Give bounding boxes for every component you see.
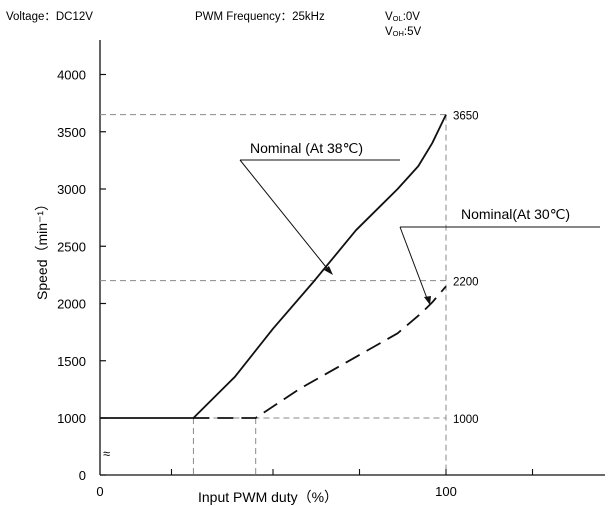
reference-lines <box>100 114 447 475</box>
series-line-30c <box>193 285 447 419</box>
series-layer <box>100 114 447 419</box>
y-tick-label: 0 <box>79 468 86 483</box>
edge-labels: 3650 2200 1000 <box>453 111 479 426</box>
annotation-30c-arrowhead <box>424 296 431 305</box>
y-tick-label: 4000 <box>57 68 86 83</box>
axis-break-symbol: ≈ <box>103 446 110 461</box>
y-axis-label: Speed（min⁻¹） <box>34 197 50 300</box>
annotation-38c-label: Nominal (At 38℃) <box>250 140 363 156</box>
voltage-label: Voltage：DC12V <box>6 11 93 23</box>
y-tick-label: 2500 <box>57 239 86 254</box>
annotation-30c-leader <box>399 226 429 302</box>
vol-label: VOL:0V <box>385 11 420 23</box>
series-line-38c <box>100 114 447 419</box>
annotation-38c-leader <box>239 159 331 273</box>
edge-label-1000: 1000 <box>453 414 479 426</box>
voh-label: VOH:5V <box>385 26 422 38</box>
y-tick-label: 2000 <box>57 297 86 312</box>
edge-label-2200: 2200 <box>453 277 479 289</box>
y-tick-label: 1000 <box>57 411 86 426</box>
x-ticks: 0 100 <box>96 469 534 499</box>
x-axis-label: Input PWM duty（%） <box>198 489 338 505</box>
pwm-frequency-label: PWM Frequency：25kHz <box>195 11 325 23</box>
x-tick-label: 0 <box>96 484 103 499</box>
annotation-30c: Nominal(At 30℃) <box>399 206 600 305</box>
y-ticks: 0 1000 1500 2000 2500 3000 3500 4000 <box>57 68 106 483</box>
edge-label-3650: 3650 <box>453 111 479 123</box>
x-tick-label: 100 <box>435 484 457 499</box>
annotation-38c: Nominal (At 38℃) <box>239 140 400 275</box>
annotation-30c-label: Nominal(At 30℃) <box>461 206 570 222</box>
y-tick-label: 3000 <box>57 182 86 197</box>
y-tick-label: 1500 <box>57 354 86 369</box>
y-tick-label: 3500 <box>57 125 86 140</box>
annotation-38c-arrowhead <box>324 266 333 275</box>
